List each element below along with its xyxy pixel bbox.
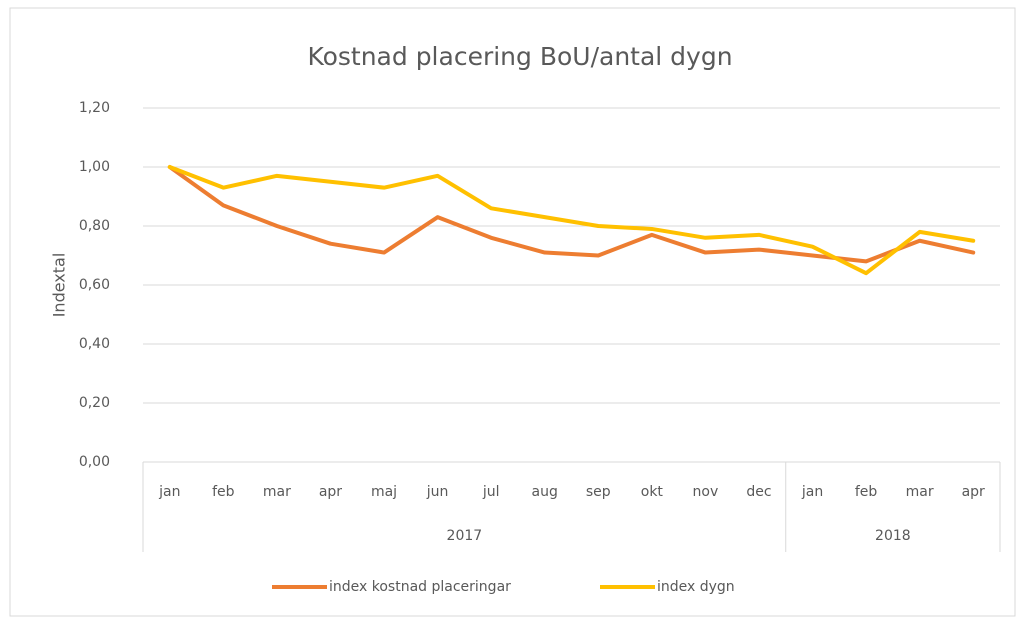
x-tick-label: jun <box>426 484 449 500</box>
y-tick-label: 1,00 <box>79 159 110 175</box>
y-tick-label: 0,60 <box>79 277 110 293</box>
y-tick-label: 0,00 <box>79 454 110 470</box>
x-tick-label: jan <box>801 484 823 500</box>
chart-frame <box>9 7 1016 617</box>
series-line <box>167 165 976 276</box>
legend-label: index kostnad placeringar <box>329 579 511 595</box>
y-axis-label: Indextal <box>50 253 69 318</box>
x-tick-label: dec <box>746 484 771 500</box>
group-label: 2018 <box>875 528 911 544</box>
x-tick-label: mar <box>906 484 934 500</box>
x-tick-label: sep <box>586 484 611 500</box>
x-tick-label: maj <box>371 484 397 500</box>
y-tick-label: 0,20 <box>79 395 110 411</box>
x-tick-label: apr <box>962 484 985 500</box>
x-tick-label: okt <box>641 484 664 500</box>
chart-title: Kostnad placering BoU/antal dygn <box>307 42 732 71</box>
x-tick-label: apr <box>319 484 342 500</box>
x-tick-label: jul <box>482 484 500 500</box>
x-tick-label: feb <box>212 484 235 500</box>
x-tick-label: feb <box>855 484 878 500</box>
x-tick-label: aug <box>532 484 558 500</box>
y-tick-label: 1,20 <box>79 100 110 116</box>
y-tick-label: 0,40 <box>79 336 110 352</box>
legend-label: index dygn <box>657 579 735 595</box>
y-tick-label: 0,80 <box>79 218 110 234</box>
x-tick-label: nov <box>693 484 719 500</box>
x-tick-label: jan <box>158 484 180 500</box>
x-tick-label: mar <box>263 484 291 500</box>
group-label: 2017 <box>447 528 483 544</box>
